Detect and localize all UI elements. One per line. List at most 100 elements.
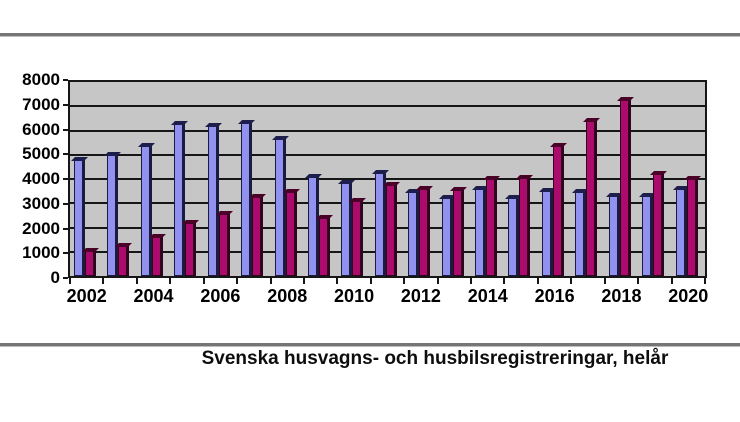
bar-series-magenta-2011 xyxy=(382,182,400,276)
bar-top-cap xyxy=(215,211,233,216)
bar-top-cap xyxy=(650,171,668,176)
y-axis-tick xyxy=(63,128,68,131)
bar-series-blue-2019 xyxy=(639,192,657,276)
x-axis-label: 2014 xyxy=(467,286,508,306)
bar-top-cap xyxy=(583,117,601,122)
bar-series-blue-2010 xyxy=(338,179,356,276)
x-axis-tick xyxy=(102,278,105,284)
x-axis-label: 2018 xyxy=(601,286,642,306)
x-axis-tick xyxy=(403,278,406,284)
y-axis-tick xyxy=(63,277,68,279)
x-axis-tick xyxy=(503,278,506,284)
bar-series-magenta-2003 xyxy=(115,242,133,276)
y-axis-tick xyxy=(63,103,68,106)
bar-series-magenta-2007 xyxy=(249,194,267,276)
bar-series-blue-2014 xyxy=(472,185,490,276)
x-axis-tick xyxy=(135,278,138,284)
x-axis-label: 2012 xyxy=(400,286,441,306)
y-axis-label: 3000 xyxy=(22,193,60,213)
bar-top-cap xyxy=(182,219,200,224)
bar-series-magenta-2006 xyxy=(215,211,233,276)
x-axis-tick xyxy=(536,278,539,284)
bar-top-cap xyxy=(549,143,567,148)
y-axis-tick xyxy=(63,252,68,255)
bar-top-cap xyxy=(238,120,256,125)
gridline xyxy=(70,105,705,108)
y-axis-label: 1000 xyxy=(22,243,60,263)
bar-series-blue-2020 xyxy=(672,185,690,276)
bar-series-blue-2018 xyxy=(605,192,623,276)
bar-series-magenta-2015 xyxy=(516,174,534,276)
bar-top-cap xyxy=(271,136,289,140)
x-axis-tick xyxy=(336,278,339,284)
y-axis-label: 5000 xyxy=(22,144,60,164)
bar-top-cap xyxy=(137,143,155,148)
y-axis-tick xyxy=(63,202,68,205)
bar-series-magenta-2018 xyxy=(616,97,634,276)
x-axis-label: 2004 xyxy=(133,286,174,306)
chart-caption: Svenska husvagns- och husbilsregistrerin… xyxy=(201,348,669,369)
bar-top-cap xyxy=(204,122,222,127)
y-axis-label: 8000 xyxy=(22,70,60,89)
bar-top-cap xyxy=(304,173,322,178)
x-axis-label: 2016 xyxy=(534,286,575,306)
x-axis-tick xyxy=(570,278,573,284)
bar-series-blue-2007 xyxy=(238,120,256,276)
y-axis-tick xyxy=(63,178,68,180)
bar-series-magenta-2004 xyxy=(148,234,166,276)
bar-series-magenta-2008 xyxy=(282,189,300,276)
bar-top-cap xyxy=(148,234,166,239)
x-axis-tick xyxy=(670,278,673,284)
bar-top-cap xyxy=(382,182,400,187)
bar-series-magenta-2002 xyxy=(82,247,99,276)
bar-series-magenta-2012 xyxy=(416,185,434,276)
x-axis-label: 2008 xyxy=(267,286,308,306)
y-axis-label: 6000 xyxy=(22,119,60,139)
bar-top-cap xyxy=(338,179,356,184)
bottom-divider-line xyxy=(0,343,740,347)
x-axis-tick xyxy=(470,278,473,284)
bar-series-blue-2012 xyxy=(405,189,423,276)
bar-top-cap xyxy=(371,169,389,174)
bar-series-blue-2011 xyxy=(371,169,389,276)
bar-top-cap xyxy=(71,156,88,161)
x-axis-label: 2006 xyxy=(200,286,241,306)
bar-series-magenta-2010 xyxy=(349,197,367,276)
bar-top-cap xyxy=(449,186,467,191)
x-axis-tick xyxy=(302,278,305,284)
x-axis-tick xyxy=(202,278,205,284)
bar-series-magenta-2013 xyxy=(449,186,467,276)
x-axis-tick xyxy=(169,278,172,284)
bar-series-magenta-2020 xyxy=(683,176,701,276)
x-axis-tick xyxy=(637,278,640,284)
x-axis-tick xyxy=(436,278,439,284)
y-axis-label: 0 xyxy=(50,268,60,287)
top-divider-line xyxy=(0,33,740,37)
bar-series-blue-2008 xyxy=(271,136,289,276)
bar-series-blue-2017 xyxy=(572,189,590,276)
plot-area xyxy=(68,80,707,278)
bar-series-magenta-2009 xyxy=(315,214,333,276)
gridline xyxy=(70,178,705,180)
bar-series-blue-2004 xyxy=(137,143,155,276)
y-axis-tick xyxy=(63,79,68,81)
bar-top-cap xyxy=(416,185,434,190)
bar-top-cap xyxy=(171,121,189,126)
bar-series-magenta-2017 xyxy=(583,117,601,276)
bar-top-cap xyxy=(282,189,300,194)
x-axis-tick xyxy=(603,278,606,284)
bar-series-magenta-2005 xyxy=(182,219,200,276)
x-axis-tick xyxy=(269,278,272,284)
x-axis-tick xyxy=(369,278,372,284)
y-axis-label: 2000 xyxy=(22,218,60,238)
bar-series-blue-2003 xyxy=(104,151,122,276)
bar-series-blue-2015 xyxy=(505,195,523,276)
bar-series-blue-2009 xyxy=(304,173,322,276)
bar-series-blue-2013 xyxy=(438,195,456,276)
y-axis-tick xyxy=(63,227,68,230)
y-axis-label: 7000 xyxy=(22,94,60,114)
y-axis-tick xyxy=(63,153,68,156)
x-axis-label: 2020 xyxy=(668,286,709,306)
bar-top-cap xyxy=(315,214,333,219)
